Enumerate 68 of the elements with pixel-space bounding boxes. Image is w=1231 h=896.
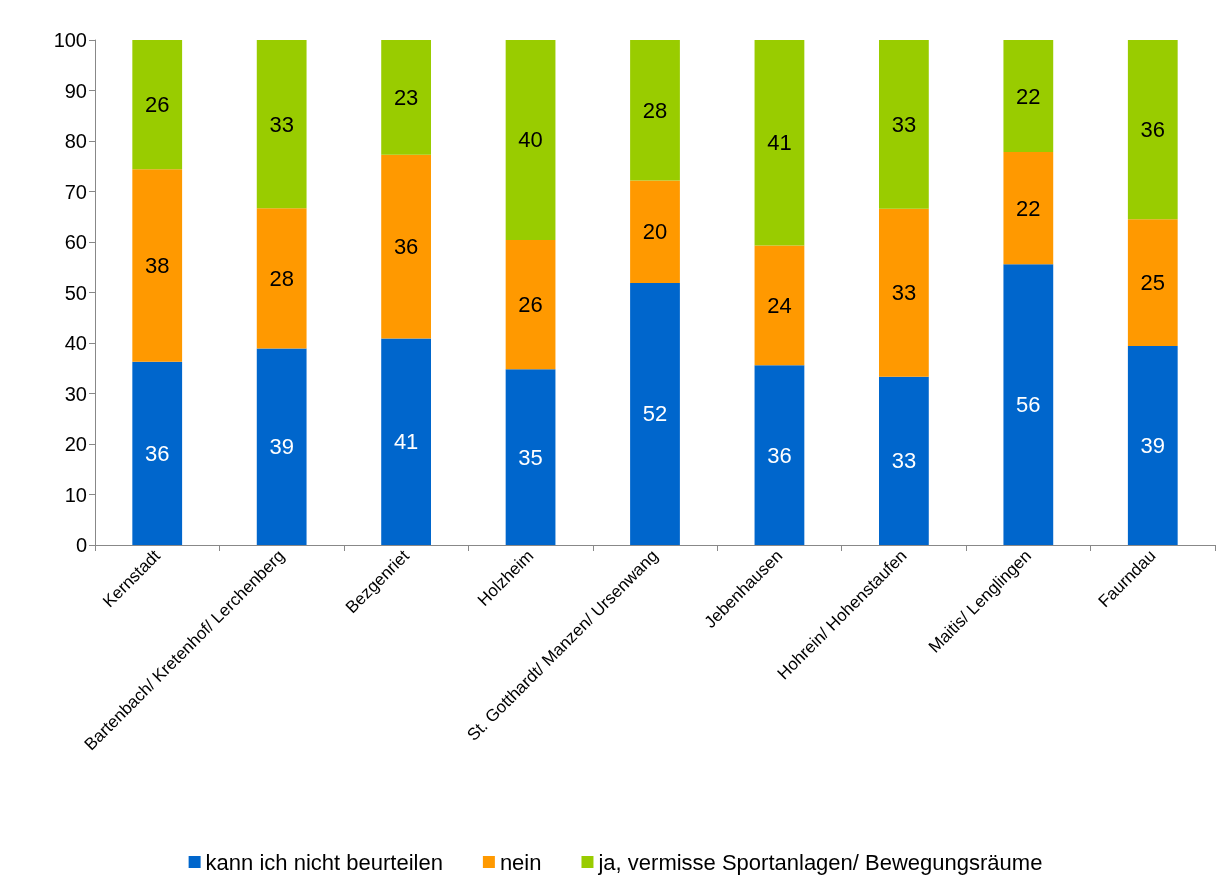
data-label: 28 <box>642 97 668 123</box>
data-label: 36 <box>393 234 419 260</box>
bar <box>879 376 929 545</box>
data-label: 52 <box>642 401 668 427</box>
bar <box>1127 346 1178 545</box>
data-label: 56 <box>1016 392 1041 418</box>
data-label: 26 <box>144 92 170 118</box>
bar <box>505 40 556 240</box>
data-label: 36 <box>1140 117 1166 143</box>
bar <box>381 154 431 339</box>
data-label: 24 <box>767 292 792 318</box>
data-label: 22 <box>1016 195 1041 221</box>
data-label: 41 <box>393 429 419 455</box>
bar <box>1127 40 1178 220</box>
data-label: 22 <box>1016 83 1041 109</box>
data-label: 33 <box>269 111 294 137</box>
data-label: 33 <box>891 280 917 306</box>
bar <box>132 361 183 545</box>
data-label: 40 <box>518 127 543 153</box>
data-label: 25 <box>1140 270 1166 296</box>
data-label: 33 <box>891 448 917 474</box>
bar <box>256 208 307 349</box>
data-label: 36 <box>144 440 170 466</box>
bar <box>132 169 183 362</box>
data-label: 20 <box>642 219 668 245</box>
y-tick-label: 70 <box>64 180 87 203</box>
legend-label: kann ich nicht beurteilen <box>205 849 443 875</box>
legend-label: nein <box>499 849 542 875</box>
bar <box>505 239 556 370</box>
bar <box>754 245 805 366</box>
bar <box>505 369 556 545</box>
legend-label: ja, vermisse Sportanlagen/ Bewegungsräume <box>597 849 1043 875</box>
bar <box>754 40 805 246</box>
bar <box>1003 152 1054 265</box>
data-label: 39 <box>269 434 294 460</box>
y-tick-label: 20 <box>64 433 87 455</box>
data-label: 26 <box>518 292 543 318</box>
data-label: 28 <box>269 265 294 291</box>
bar <box>879 208 929 377</box>
bar <box>879 40 929 209</box>
data-label: 38 <box>144 252 170 278</box>
y-tick-label: 100 <box>53 29 87 51</box>
y-tick-label: 50 <box>64 281 87 304</box>
bar <box>1003 264 1054 545</box>
y-tick-label: 80 <box>64 130 87 152</box>
data-label: 33 <box>891 111 917 137</box>
bar <box>256 348 307 545</box>
bar <box>1003 40 1054 153</box>
y-tick-label: 10 <box>64 483 87 506</box>
bar <box>256 40 307 209</box>
y-tick-label: 0 <box>75 534 87 556</box>
bar <box>1127 219 1178 347</box>
data-label: 35 <box>518 444 543 470</box>
data-label: 23 <box>393 84 419 110</box>
bar <box>132 40 183 170</box>
bar <box>630 40 680 181</box>
data-label: 39 <box>1140 433 1166 459</box>
bar <box>754 365 805 545</box>
bar <box>381 40 431 155</box>
y-tick-label: 60 <box>64 231 87 253</box>
bar <box>630 180 680 283</box>
y-tick-label: 40 <box>64 332 87 354</box>
data-label: 36 <box>767 442 792 468</box>
bar <box>630 282 680 545</box>
y-tick-label: 30 <box>64 382 87 405</box>
bar <box>381 338 431 545</box>
data-label: 41 <box>767 130 792 156</box>
y-tick-label: 90 <box>64 79 87 102</box>
